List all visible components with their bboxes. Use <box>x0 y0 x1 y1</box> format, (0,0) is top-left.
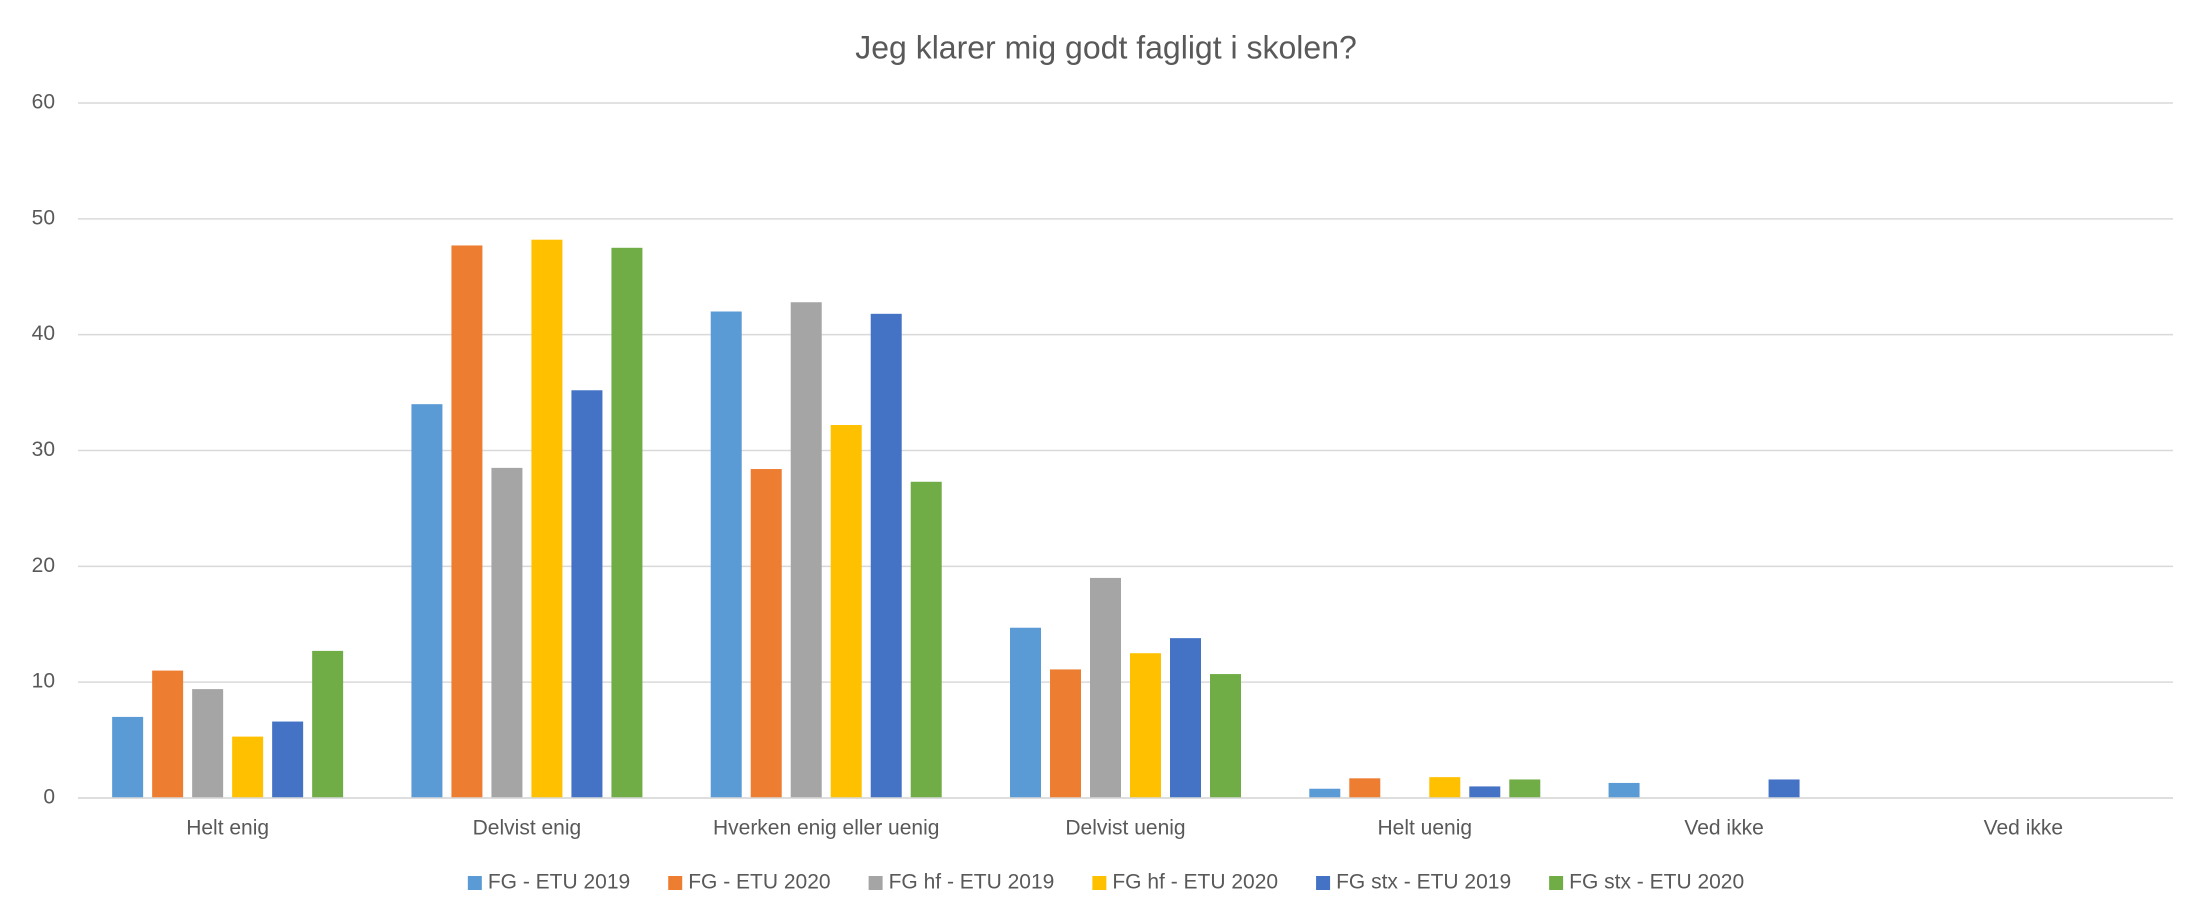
bar <box>411 404 443 798</box>
bar <box>1429 777 1461 798</box>
bar <box>1090 577 1121 798</box>
bar <box>710 311 742 798</box>
bar <box>611 247 643 798</box>
x-tick-label: Delvist uenig <box>1065 817 1185 840</box>
x-tick-label: Ved ikke <box>1684 817 1763 840</box>
bar <box>571 390 603 798</box>
legend: FG - ETU 2019 FG - ETU 2020 FG hf - ETU 20… <box>467 871 1744 894</box>
bar <box>1170 638 1201 798</box>
bar <box>152 670 184 798</box>
y-tick-label: 0 <box>43 786 55 809</box>
x-tick-label: Ved ikke <box>1984 817 2063 840</box>
y-tick-label: 10 <box>32 670 55 693</box>
legend-label: FG stx - ETU 2020 <box>1569 871 1744 894</box>
y-tick-label: 50 <box>32 206 55 229</box>
legend-label: FG hf - ETU 2020 <box>1112 871 1278 894</box>
bar <box>531 239 563 798</box>
bar <box>1469 786 1501 798</box>
x-tick-label: Hverken enig eller uenig <box>713 817 939 840</box>
bar <box>910 481 942 798</box>
y-tick-label: 30 <box>32 438 55 461</box>
legend-label: FG hf - ETU 2019 <box>889 871 1055 894</box>
bar <box>1349 778 1381 798</box>
bar <box>312 650 344 798</box>
bar <box>112 716 144 798</box>
legend-label: FG stx - ETU 2019 <box>1336 871 1511 894</box>
legend-label: FG - ETU 2020 <box>688 871 830 894</box>
bar <box>1309 788 1341 798</box>
chart-title: Jeg klarer mig godt fagligt i skolen? <box>855 29 1357 65</box>
bar <box>1010 627 1041 798</box>
bar <box>1768 779 1800 798</box>
legend-swatch <box>868 876 883 890</box>
bar <box>750 469 782 798</box>
y-tick-label: 20 <box>32 554 55 577</box>
bar <box>870 313 902 798</box>
legend-swatch <box>1549 876 1564 890</box>
bar <box>790 302 822 798</box>
bar <box>1050 669 1081 798</box>
bar <box>272 721 304 798</box>
legend-swatch <box>1092 876 1107 890</box>
y-tick-label: 60 <box>32 91 55 114</box>
bar <box>232 736 264 798</box>
legend-swatch <box>467 876 482 890</box>
bar <box>1130 653 1161 798</box>
bar <box>451 245 483 799</box>
bar <box>1608 782 1640 798</box>
x-tick-label: Delvist enig <box>473 817 582 840</box>
x-tick-label: Helt enig <box>186 817 269 840</box>
legend-swatch <box>668 876 683 890</box>
legend-swatch <box>1316 876 1331 890</box>
bar <box>830 425 862 798</box>
y-tick-label: 40 <box>32 322 55 345</box>
bar <box>192 689 224 798</box>
legend-label: FG - ETU 2019 <box>488 871 630 894</box>
x-tick-label: Helt uenig <box>1378 817 1473 840</box>
bar <box>491 467 523 798</box>
bar <box>1509 779 1541 798</box>
bar <box>1210 674 1241 798</box>
